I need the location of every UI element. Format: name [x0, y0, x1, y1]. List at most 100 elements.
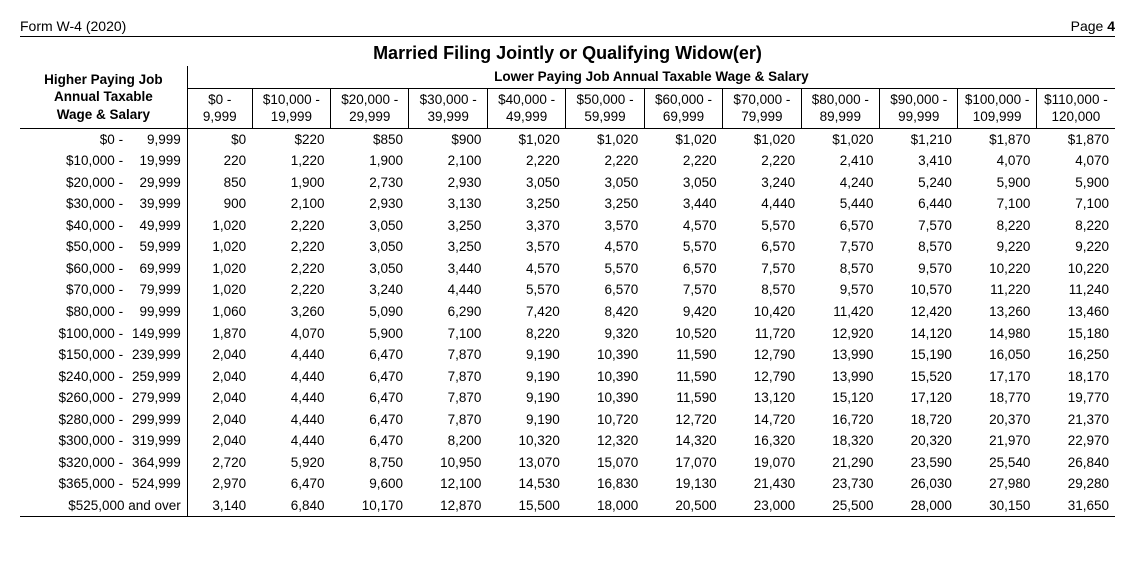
- cell: 5,240: [880, 172, 958, 194]
- cell: 18,720: [880, 409, 958, 431]
- cell: 14,120: [880, 323, 958, 345]
- cell: 5,090: [331, 301, 409, 323]
- cell: 12,920: [801, 323, 879, 345]
- cell: 25,540: [958, 452, 1036, 474]
- col-header-bot: 29,999: [349, 109, 390, 124]
- cell: 6,470: [331, 344, 409, 366]
- row-label: $0 - 9,999: [20, 128, 187, 150]
- cell: 13,460: [1036, 301, 1115, 323]
- row-label: $525,000 and over: [20, 495, 187, 517]
- table-row: $60,000 - 69,9991,0202,2203,0503,4404,57…: [20, 258, 1115, 280]
- row-label: $20,000 - 29,999: [20, 172, 187, 194]
- col-header-8: $80,000 -89,999: [801, 88, 879, 128]
- row-label: $50,000 - 59,999: [20, 236, 187, 258]
- col-header-0: $0 -9,999: [187, 88, 252, 128]
- table-row: $80,000 - 99,9991,0603,2605,0906,2907,42…: [20, 301, 1115, 323]
- cell: 19,070: [723, 452, 801, 474]
- table-row: $365,000 - 524,9992,9706,4709,60012,1001…: [20, 473, 1115, 495]
- cell: 2,970: [187, 473, 252, 495]
- cell: 9,570: [880, 258, 958, 280]
- cell: 4,440: [252, 387, 330, 409]
- cell: 26,840: [1036, 452, 1115, 474]
- col-header-bot: 99,999: [898, 109, 939, 124]
- cell: 4,440: [409, 279, 487, 301]
- cell: 16,250: [1036, 344, 1115, 366]
- cell: 3,440: [644, 193, 722, 215]
- cell: 23,590: [880, 452, 958, 474]
- cell: 6,470: [331, 409, 409, 431]
- cell: 8,220: [487, 323, 565, 345]
- table-row: $50,000 - 59,9991,0202,2203,0503,2503,57…: [20, 236, 1115, 258]
- table-row: $20,000 - 29,9998501,9002,7302,9303,0503…: [20, 172, 1115, 194]
- table-row: $300,000 - 319,9992,0404,4406,4708,20010…: [20, 430, 1115, 452]
- row-header-l2: Annual Taxable: [54, 89, 153, 104]
- cell: 12,870: [409, 495, 487, 517]
- cell: 6,290: [409, 301, 487, 323]
- cell: 5,920: [252, 452, 330, 474]
- cell: 4,570: [487, 258, 565, 280]
- cell: 2,100: [252, 193, 330, 215]
- row-label: $365,000 - 524,999: [20, 473, 187, 495]
- cell: 2,410: [801, 150, 879, 172]
- cell: 5,570: [566, 258, 644, 280]
- row-label: $100,000 - 149,999: [20, 323, 187, 345]
- cell: 1,900: [252, 172, 330, 194]
- col-header-bot: 89,999: [820, 109, 861, 124]
- page-num: 4: [1107, 18, 1115, 34]
- cell: 4,570: [644, 215, 722, 237]
- cell: 8,420: [566, 301, 644, 323]
- col-header-top: $20,000 -: [341, 92, 398, 107]
- cell: $1,020: [487, 128, 565, 150]
- cell: 10,390: [566, 366, 644, 388]
- cell: 5,440: [801, 193, 879, 215]
- table-row: $150,000 - 239,9992,0404,4406,4707,8709,…: [20, 344, 1115, 366]
- cell: 18,170: [1036, 366, 1115, 388]
- cell: 4,440: [723, 193, 801, 215]
- cell: 7,570: [723, 258, 801, 280]
- col-spanner: Lower Paying Job Annual Taxable Wage & S…: [187, 66, 1115, 88]
- cell: 21,970: [958, 430, 1036, 452]
- cell: 15,180: [1036, 323, 1115, 345]
- cell: 7,870: [409, 366, 487, 388]
- cell: 6,470: [331, 430, 409, 452]
- col-header-11: $110,000 -120,000: [1036, 88, 1115, 128]
- cell: 15,120: [801, 387, 879, 409]
- row-label: $10,000 - 19,999: [20, 150, 187, 172]
- cell: 3,250: [409, 236, 487, 258]
- col-header-bot: 19,999: [271, 109, 312, 124]
- cell: 3,370: [487, 215, 565, 237]
- cell: 18,320: [801, 430, 879, 452]
- cell: 6,570: [723, 236, 801, 258]
- table-row: $320,000 - 364,9992,7205,9208,75010,9501…: [20, 452, 1115, 474]
- cell: 25,500: [801, 495, 879, 517]
- table-row: $10,000 - 19,9992201,2201,9002,1002,2202…: [20, 150, 1115, 172]
- col-header-bot: 59,999: [584, 109, 625, 124]
- cell: 10,950: [409, 452, 487, 474]
- cell: 29,280: [1036, 473, 1115, 495]
- cell: 1,900: [331, 150, 409, 172]
- col-header-top: $10,000 -: [263, 92, 320, 107]
- cell: 7,870: [409, 409, 487, 431]
- cell: 9,190: [487, 387, 565, 409]
- col-header-top: $70,000 -: [733, 92, 790, 107]
- cell: 2,220: [252, 279, 330, 301]
- row-label: $280,000 - 299,999: [20, 409, 187, 431]
- cell: $1,020: [723, 128, 801, 150]
- row-label: $150,000 - 239,999: [20, 344, 187, 366]
- cell: 9,600: [331, 473, 409, 495]
- cell: 900: [187, 193, 252, 215]
- cell: 31,650: [1036, 495, 1115, 517]
- cell: 5,570: [487, 279, 565, 301]
- cell: 1,870: [187, 323, 252, 345]
- cell: 18,770: [958, 387, 1036, 409]
- cell: 9,320: [566, 323, 644, 345]
- cell: 16,720: [801, 409, 879, 431]
- cell: 5,900: [958, 172, 1036, 194]
- cell: 4,440: [252, 430, 330, 452]
- cell: 3,050: [331, 236, 409, 258]
- cell: 6,570: [566, 279, 644, 301]
- row-label: $260,000 - 279,999: [20, 387, 187, 409]
- cell: 10,170: [331, 495, 409, 517]
- cell: 7,100: [1036, 193, 1115, 215]
- cell: 3,250: [487, 193, 565, 215]
